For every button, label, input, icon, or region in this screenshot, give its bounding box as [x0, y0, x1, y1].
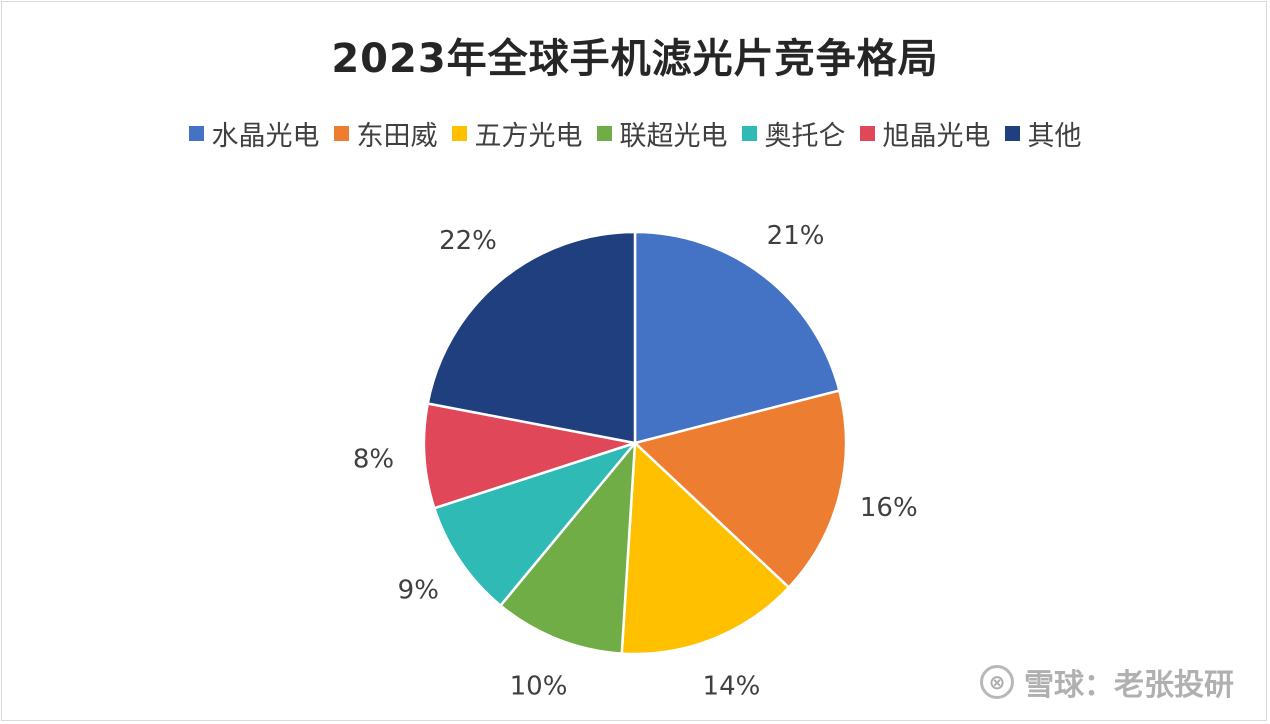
watermark-text: 雪球：老张投研	[1024, 668, 1234, 703]
legend-item: 其他	[1004, 114, 1082, 153]
watermark: ⊗ 雪球：老张投研	[980, 660, 1234, 704]
legend-item: 旭晶光电	[859, 114, 991, 153]
legend-swatch	[596, 126, 612, 141]
pie-slice	[499, 441, 637, 655]
legend-swatch	[188, 126, 204, 141]
legend-swatch	[741, 126, 757, 141]
data-label: 9%	[398, 575, 439, 605]
pie-slice	[633, 230, 841, 445]
legend-label: 联超光电	[619, 121, 728, 152]
xueqiu-logo-icon: ⊗	[980, 665, 1014, 699]
legend-item: 东田威	[333, 114, 438, 153]
data-label: 22%	[439, 226, 497, 256]
legend-label: 水晶光电	[211, 121, 320, 152]
legend-label: 旭晶光电	[882, 121, 991, 152]
pie-slice	[633, 389, 848, 589]
data-label: 16%	[860, 493, 918, 523]
chart-legend: 水晶光电 东田威 五方光电 联超光电 奥托仑 旭晶光电 其他	[0, 114, 1270, 153]
legend-item: 五方光电	[451, 114, 583, 153]
data-label: 8%	[353, 444, 394, 474]
data-label: 21%	[767, 221, 825, 251]
pie-slice	[620, 441, 791, 656]
legend-item: 联超光电	[596, 114, 728, 153]
legend-swatch	[333, 126, 349, 141]
pie-slice	[433, 441, 637, 607]
legend-swatch	[1004, 126, 1020, 141]
data-label: 14%	[703, 672, 761, 702]
data-label: 10%	[510, 672, 568, 702]
legend-label: 东田威	[356, 121, 438, 152]
legend-label: 其他	[1027, 121, 1082, 152]
legend-label: 五方光电	[474, 121, 583, 152]
legend-item: 水晶光电	[188, 114, 320, 153]
pie-slice	[426, 230, 637, 445]
legend-item: 奥托仑	[741, 114, 846, 153]
pie-slice	[422, 402, 637, 510]
legend-label: 奥托仑	[764, 121, 846, 152]
legend-swatch	[451, 126, 467, 141]
chart-title: 2023年全球手机滤光片竞争格局	[331, 36, 939, 82]
legend-swatch	[859, 126, 875, 141]
